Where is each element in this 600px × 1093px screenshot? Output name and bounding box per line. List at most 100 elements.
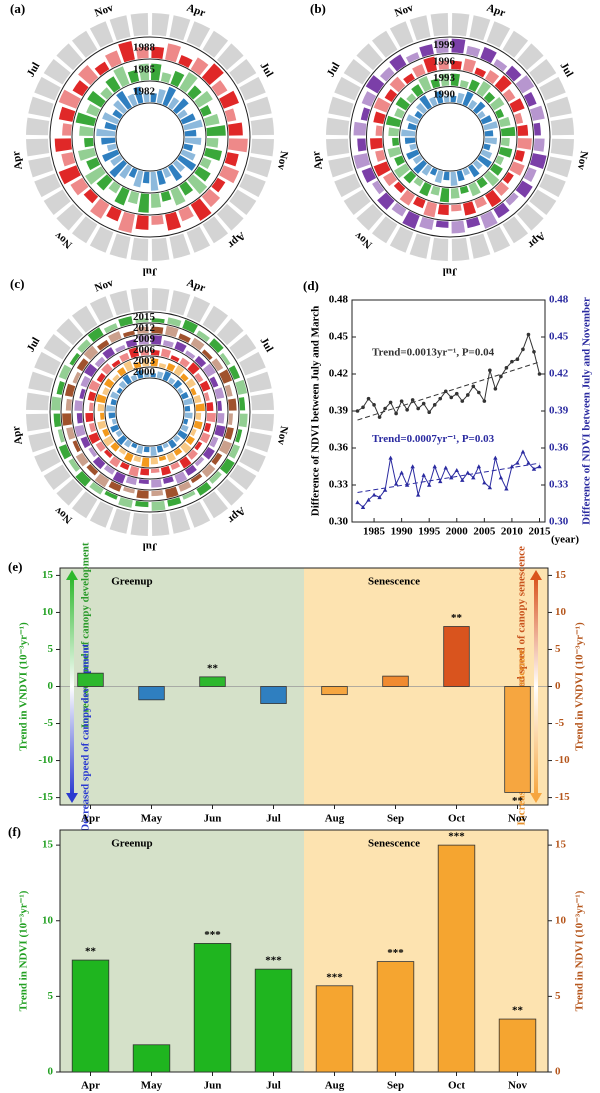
ring-year: 2003 [133, 355, 156, 367]
outer-gray-bar [202, 30, 229, 58]
ring-bar [228, 138, 248, 153]
x-tick-label: Jun [204, 1080, 222, 1092]
ring-bar [102, 428, 110, 437]
outer-gray-bar [326, 117, 350, 136]
ring-bar [133, 170, 144, 188]
outer-gray-bar [502, 30, 529, 58]
bar [376, 961, 415, 1073]
outer-gray-bar [239, 173, 266, 198]
ring-bar [450, 95, 457, 103]
ring-bar [97, 403, 105, 412]
ring-bar [90, 198, 110, 219]
outer-gray-bar [546, 96, 572, 118]
point [504, 366, 509, 370]
ring-bar [238, 397, 246, 411]
ring-bar [413, 196, 426, 209]
outer-gray-bar [469, 233, 491, 259]
month-label: Jul [258, 335, 276, 354]
point [382, 487, 388, 492]
ring-bar [434, 170, 444, 184]
ring-bar [143, 373, 150, 378]
outer-gray-bar [26, 392, 50, 411]
point [421, 472, 426, 477]
outer-gray-bar [109, 15, 131, 41]
ring-bar [74, 400, 83, 411]
ring-bar [170, 461, 181, 471]
ring-bar [160, 72, 172, 84]
ring-bar [87, 391, 97, 402]
ring-bar [201, 188, 221, 208]
ring-bar [130, 374, 138, 382]
ring-bar [402, 210, 420, 229]
ring-bar [394, 108, 405, 119]
ring-bar [399, 189, 415, 206]
point [355, 409, 360, 413]
ring-bar [150, 468, 160, 473]
ring-bar [476, 80, 492, 97]
ring-bar [209, 338, 224, 353]
point [537, 372, 542, 376]
ring-bar [61, 152, 76, 167]
arrow-head [530, 793, 542, 803]
ring-bar [150, 446, 157, 456]
ring-bar [393, 163, 410, 179]
ring-bar [179, 357, 190, 368]
month-label: Apr [185, 277, 207, 295]
x-tick-label: Apr [81, 1080, 100, 1092]
arrow-shaft [70, 578, 74, 795]
month-label: Nov [52, 229, 75, 251]
ring-bar [160, 465, 172, 476]
point [498, 475, 504, 480]
ring-bar [112, 109, 123, 119]
outer-gray-bar [26, 413, 50, 432]
ring-bar [123, 360, 134, 372]
ring-bar [194, 90, 213, 108]
ring-bar [190, 57, 209, 76]
arrow-label: Decreased speed of canopy senescence [516, 546, 528, 724]
ring-bar [462, 91, 474, 107]
ring-bar [180, 373, 189, 382]
y2-tick-label: 10 [555, 914, 567, 926]
y-tick-label: 0.36 [329, 442, 349, 454]
ring-bar [185, 350, 196, 360]
y-axis-label: Difference of NDVI between July and Marc… [310, 306, 322, 516]
bar [504, 686, 531, 793]
outer-gray-bar [169, 233, 191, 259]
ring-bar [58, 444, 72, 460]
ring-bar [83, 345, 99, 361]
ring-bar [228, 122, 243, 136]
ring-bar [224, 384, 233, 397]
outer-gray-bar [356, 43, 384, 71]
ring-bar [480, 115, 493, 125]
y-tick-label: 0.45 [329, 331, 349, 343]
outer-gray-bar [89, 21, 114, 48]
ring-bar [395, 97, 410, 111]
ring-bar [112, 374, 120, 382]
outer-gray-bar [34, 76, 61, 101]
ring-bar [203, 113, 220, 127]
outer-gray-bar [130, 512, 149, 536]
ring-bar [107, 331, 122, 343]
ring-bar [423, 201, 438, 218]
ring-bar [150, 349, 160, 356]
ring-bar [72, 371, 81, 384]
outer-gray-bar [34, 448, 61, 473]
ring-border [349, 36, 551, 238]
significance: *** [326, 971, 343, 983]
ring-bar [450, 73, 460, 87]
ring-bar [178, 54, 193, 68]
ring-bar [190, 428, 197, 437]
ring-bar [118, 447, 127, 455]
ring-bar [517, 124, 529, 136]
ring-bar [86, 103, 101, 117]
outer-gray-bar [516, 43, 544, 71]
ring-bar [168, 439, 177, 449]
ring-bar [110, 398, 117, 406]
point [410, 464, 415, 469]
ring-bar [415, 102, 428, 115]
ring-bar [462, 201, 477, 216]
ring-bar [119, 164, 132, 179]
ring-bar [137, 335, 149, 345]
ring-bar [377, 192, 395, 210]
ring-bar [384, 88, 398, 102]
